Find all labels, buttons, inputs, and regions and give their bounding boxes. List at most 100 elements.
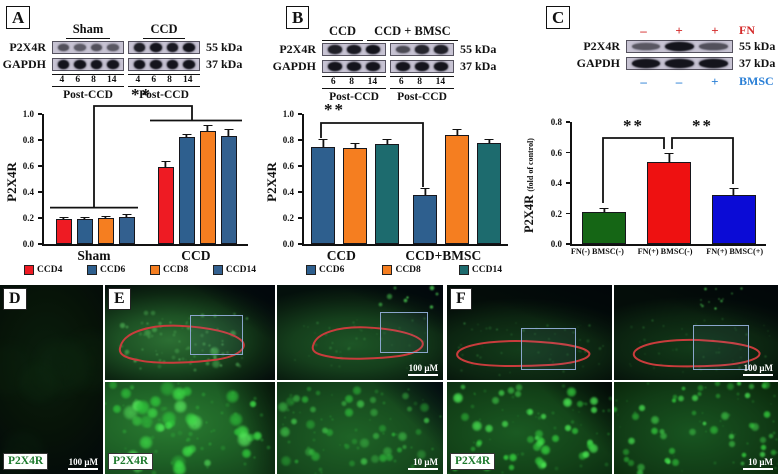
fluorescent-cell: [290, 417, 298, 426]
fluorescent-cell: [184, 412, 198, 426]
fluorescent-cell: [173, 458, 184, 470]
fluorescent-cell: [322, 448, 325, 452]
fluorescent-cell: [312, 437, 316, 442]
fluorescent-cell: [709, 425, 719, 435]
fluorescent-cell: [205, 361, 210, 366]
error-bar: [122, 214, 131, 217]
y-tick-label: 0.8: [282, 135, 294, 145]
fluorescent-cell: [462, 322, 466, 326]
fluorescent-cell: [704, 430, 708, 433]
fluorescent-cell: [598, 346, 602, 350]
fluorescent-cell: [761, 382, 772, 390]
protein-band: [183, 60, 195, 69]
fluorescent-cell: [550, 411, 555, 415]
fluorescent-cell: [572, 408, 575, 411]
fluorescent-cell: [588, 395, 600, 406]
fluorescent-cell: [384, 453, 394, 463]
fluorescent-cell: [581, 365, 585, 368]
fluorescent-cell: [500, 351, 503, 354]
bar-rect: [477, 142, 501, 244]
fluorescent-cell: [536, 351, 540, 355]
error-bar: [224, 128, 233, 137]
fluorescent-cell: [663, 458, 669, 464]
fluorescent-cell: [572, 331, 576, 335]
fluorescent-cell: [133, 358, 138, 363]
fluorescent-cell: [519, 451, 525, 457]
fluorescent-cell: [562, 397, 574, 408]
fluorescent-cell: [351, 437, 359, 445]
fluorescent-cell: [233, 411, 238, 417]
kda-label: 55 kDa: [739, 39, 776, 53]
fluorescent-cell: [536, 435, 544, 443]
fluorescent-cell: [184, 358, 188, 362]
group-header: CCD: [322, 24, 364, 41]
fluorescent-cell: [398, 326, 401, 330]
fluorescent-cell: [630, 411, 640, 421]
fluorescent-cell: [201, 392, 207, 398]
fluorescent-cell: [606, 432, 611, 436]
fluorescent-cell: [718, 419, 722, 423]
fluorescent-cell: [371, 432, 380, 441]
protein-band: [434, 62, 449, 71]
roi-rectangle: [521, 327, 577, 370]
fluorescent-cell: [213, 314, 218, 319]
blot-strip: [322, 60, 386, 73]
fluorescent-cell: [671, 397, 677, 404]
y-tick-label: 0.0: [282, 239, 294, 249]
fluorescent-cell: [601, 409, 606, 413]
protein-band: [366, 62, 381, 71]
panel-b: B CCD CCD + BMSC P2X4R 55 kDa GAPDH 37 kDa 6 8 1…: [262, 0, 520, 283]
fluorescent-cell: [413, 401, 418, 406]
fluorescent-cell: [563, 329, 566, 331]
fluorescent-cell: [174, 348, 180, 355]
fluorescent-cell: [290, 400, 294, 405]
band-strips: [626, 57, 733, 70]
blot-lanes-row: 4 6 8 14 4 6 8 14: [2, 74, 260, 87]
fluorescent-cell: [598, 363, 601, 365]
fluorescent-cell: [471, 420, 483, 433]
y-tick-label: 0.8: [550, 117, 562, 127]
protein-band: [150, 43, 162, 52]
fluorescent-cell: [376, 333, 379, 336]
fluorescent-cell: [629, 362, 632, 366]
panel-label-e: E: [108, 288, 131, 310]
legend-label: CCD6: [99, 265, 126, 275]
y-tick-mark: [298, 217, 302, 219]
fluorescent-cell: [277, 401, 289, 414]
fluorescent-cell: [470, 363, 473, 366]
fluorescent-cell: [508, 452, 518, 462]
fluorescent-cell: [129, 386, 134, 391]
error-bar: [452, 128, 462, 135]
fluorescent-cell: [548, 358, 552, 361]
fluorescent-cell: [328, 414, 332, 418]
bar: [646, 122, 691, 244]
legend-swatch: [149, 265, 160, 275]
fluorescent-cell: [225, 388, 240, 404]
fluorescent-cell: [533, 333, 536, 335]
error-bar: [318, 139, 328, 147]
blot-strip: [52, 41, 124, 54]
fluorescent-cell: [717, 351, 721, 354]
fluorescent-cell: [176, 382, 181, 385]
fluorescent-cell: [184, 321, 189, 326]
fluorescent-cell: [459, 383, 466, 391]
bar: [118, 114, 135, 244]
y-tick-label: 0.2: [282, 213, 294, 223]
fluorescent-cell: [534, 429, 545, 439]
fluorescent-cell: [764, 355, 767, 358]
blot-sub-row: Post-CCD Post-CCD: [2, 88, 260, 102]
fluorescent-cell: [619, 425, 622, 429]
scale-bar-line: [743, 468, 773, 470]
fluorescent-cell: [158, 358, 162, 363]
y-tick-label: 0.4: [550, 178, 562, 188]
lane-number: 8: [349, 77, 354, 87]
fluorescent-cell: [497, 389, 506, 397]
significance-bracket: [50, 105, 242, 209]
fluorescent-cell: [157, 321, 162, 326]
lane-numbers: 6 8 14: [322, 76, 386, 89]
fluorescent-cell: [751, 399, 756, 404]
y-tick-mark: [298, 139, 302, 141]
fluorescent-cell: [733, 433, 737, 436]
panel-label-b: B: [286, 6, 310, 29]
fluorescent-cell: [278, 426, 291, 438]
